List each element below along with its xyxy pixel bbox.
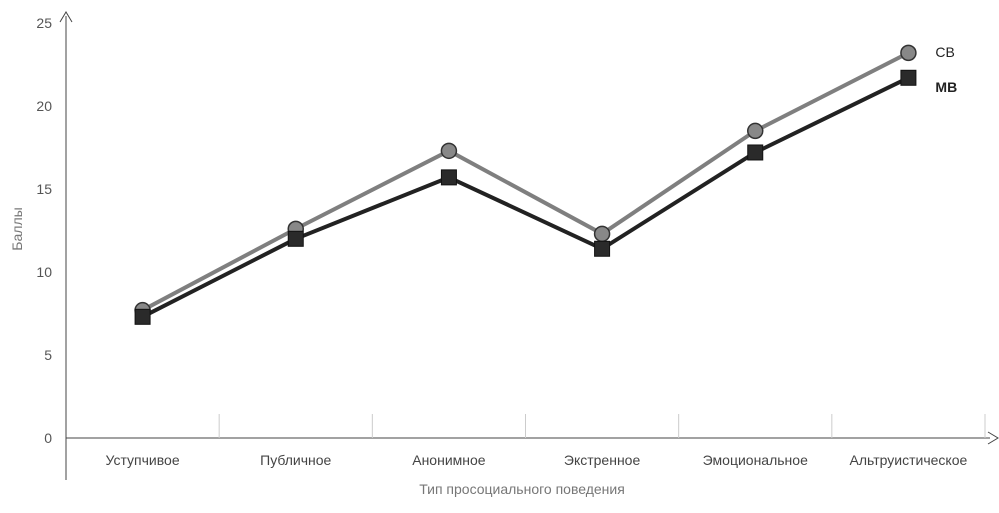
data-point <box>747 122 764 140</box>
series <box>134 44 917 325</box>
y-tick-label: 0 <box>44 430 52 446</box>
x-tick-label: Анонимное <box>412 452 486 468</box>
y-tick-label: 15 <box>36 181 52 197</box>
x-tick-label: Эмоциональное <box>703 452 808 468</box>
x-axis-arrow <box>987 431 999 445</box>
legend: СВ МВ <box>935 44 957 95</box>
x-tick-label: Уступчивое <box>106 452 180 468</box>
y-axis-arrow <box>59 11 73 23</box>
data-point <box>900 44 917 62</box>
y-tick-labels: 0 5 10 15 20 25 <box>36 15 52 446</box>
legend-label: СВ <box>935 44 954 60</box>
data-point <box>900 69 917 86</box>
x-tick-labels: Уступчивое Публичное Анонимное Экстренное Эм… <box>106 452 968 468</box>
y-axis-title: Баллы <box>9 207 25 250</box>
axes <box>59 11 999 480</box>
y-tick-label: 20 <box>36 98 52 114</box>
data-point <box>594 240 611 257</box>
category-separators <box>218 414 986 438</box>
data-point <box>287 230 304 247</box>
y-tick-label: 25 <box>36 15 52 31</box>
x-tick-label: Альтруистическое <box>850 452 968 468</box>
data-point <box>747 144 764 161</box>
data-point <box>440 142 458 160</box>
data-point <box>593 225 611 243</box>
y-tick-label: 10 <box>36 264 52 280</box>
x-axis-title: Тип просоциального поведения <box>419 481 625 497</box>
x-tick-label: Экстренное <box>564 452 641 468</box>
x-tick-label: Публичное <box>260 452 331 468</box>
y-tick-label: 5 <box>44 347 52 363</box>
legend-label: МВ <box>935 79 957 95</box>
data-point <box>134 308 151 325</box>
series-line <box>141 51 910 312</box>
series-line <box>141 75 910 319</box>
data-point <box>440 169 457 186</box>
